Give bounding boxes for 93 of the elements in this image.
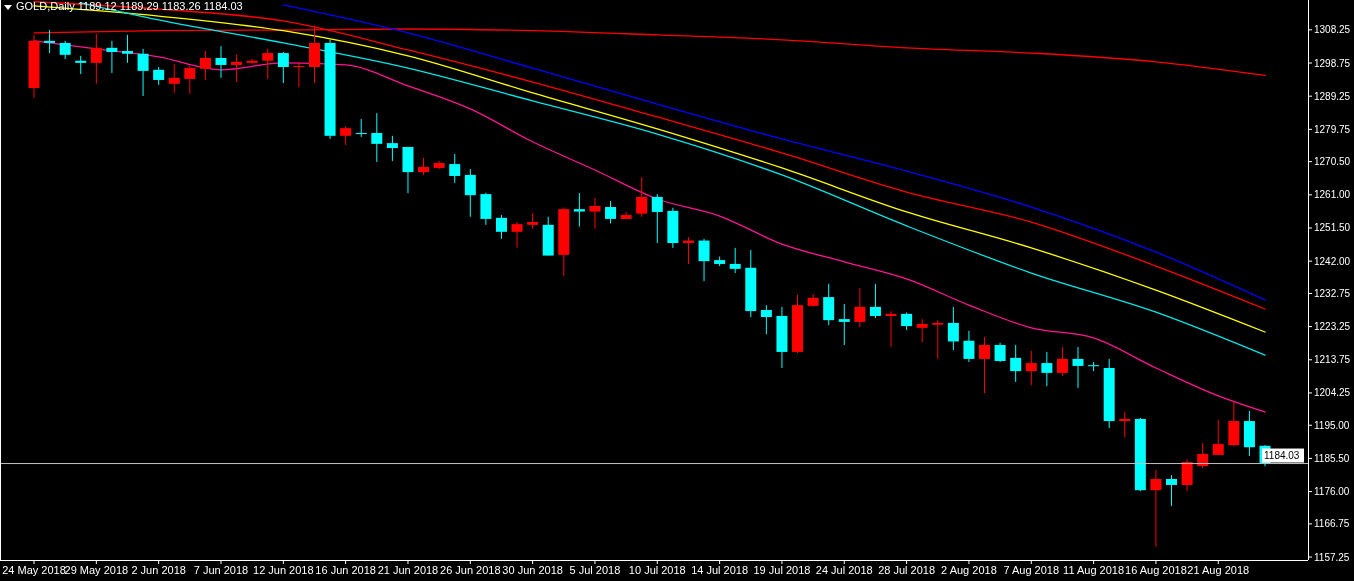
candlestick [963,330,975,363]
y-tick-label: 1223.25 [1314,321,1351,333]
candlestick [605,200,617,224]
candlestick [854,287,866,328]
x-tick-label: 24 Jul 2018 [815,564,873,576]
candlestick [589,197,601,230]
candlestick [823,283,835,326]
candlestick [121,34,133,64]
candlestick [760,304,772,335]
candlestick [262,48,274,80]
candlestick [231,54,243,83]
candlestick [916,318,928,343]
candlestick [947,306,959,351]
x-tick-label: 21 Jun 2018 [377,564,439,576]
x-tick-label: 11 Aug 2018 [1063,564,1125,576]
candlestick [277,51,289,84]
candlestick [371,112,383,163]
y-tick-label: 1204.25 [1314,387,1351,399]
y-tick-label: 1251.50 [1314,222,1351,234]
x-tick-label: 24 May 2018 [2,564,66,576]
candlestick [215,45,227,79]
x-tick-label: 12 Jun 2018 [253,564,314,576]
x-tick-label: 7 Jun 2018 [193,564,249,576]
x-tick-label: 30 Jun 2018 [502,564,563,576]
candlestick [495,214,507,240]
y-tick-label: 1242.00 [1314,255,1351,267]
candlestick [1150,469,1162,548]
candlestick [729,247,741,274]
x-tick-label: 2 Aug 2018 [941,564,997,576]
y-tick-label: 1176.00 [1314,486,1350,498]
candlestick [137,48,149,97]
candlestick [340,125,352,146]
candlestick [573,192,585,228]
x-tick-label: 16 Jun 2018 [315,564,376,576]
x-tick-label: 29 May 2018 [64,564,129,576]
candlestick [386,135,398,162]
candlestick [1056,346,1068,377]
candlestick [1119,411,1131,438]
candlestick [106,40,118,74]
candlestick [168,63,180,94]
candlestick [932,319,944,360]
x-tick-label: 2 Jun 2018 [131,564,186,576]
candlestick [449,153,461,184]
candlestick [511,221,523,249]
y-tick-label: 1308.25 [1314,24,1351,36]
candlestick [651,193,663,244]
candlestick [698,238,710,282]
x-tick-label: 26 Jun 2018 [440,564,501,576]
candlestick [1072,346,1084,389]
x-tick-label: 10 Jul 2018 [628,564,686,576]
candlestick [994,342,1006,363]
y-tick-label: 1195.00 [1314,419,1350,431]
candlestick [1010,344,1022,383]
ref-line-label: 1184.03 [1264,450,1300,462]
candlestick [199,50,211,81]
y-tick-label: 1166.75 [1314,518,1350,530]
candlestick [355,118,367,138]
candlestick [90,33,102,85]
candlestick [293,61,305,88]
candlestick [44,29,56,54]
line-series [282,4,1266,301]
y-tick-label: 1270.50 [1314,156,1351,168]
y-tick-label: 1185.50 [1314,452,1350,464]
y-tick-label: 1298.75 [1314,57,1351,69]
x-tick-label: 7 Aug 2018 [1003,564,1060,576]
candlestick [1212,419,1224,456]
candlestick [75,55,87,75]
x-tick-label: 14 Jul 2018 [691,564,749,576]
candlestick [869,283,881,319]
candlestick [1041,351,1053,387]
x-tick-label: 16 Aug 2018 [1125,564,1187,576]
y-tick-label: 1157.25 [1314,551,1350,563]
candlestick [1166,474,1178,507]
x-tick-label: 5 Jul 2018 [569,564,621,576]
candlestick [184,65,196,95]
y-tick-label: 1232.75 [1314,287,1351,299]
y-tick-label: 1213.75 [1314,354,1351,366]
candlestick [1181,458,1193,492]
y-tick-label: 1279.75 [1314,123,1351,135]
candlestick [1025,350,1037,386]
y-tick-label: 1289.25 [1314,90,1351,102]
x-tick-label: 28 Jul 2018 [878,564,936,576]
x-tick-label: 21 Aug 2018 [1187,564,1250,576]
candlestick [885,310,897,348]
y-tick-label: 1261.00 [1314,189,1351,201]
candlestick [464,168,476,218]
candlestick [1197,442,1209,469]
candlestick [636,176,648,218]
candlestick [979,336,991,394]
line-series [33,40,1266,413]
x-tick-label: 19 Jul 2018 [753,564,811,576]
candlestick [59,40,71,60]
candlestick [838,303,850,346]
